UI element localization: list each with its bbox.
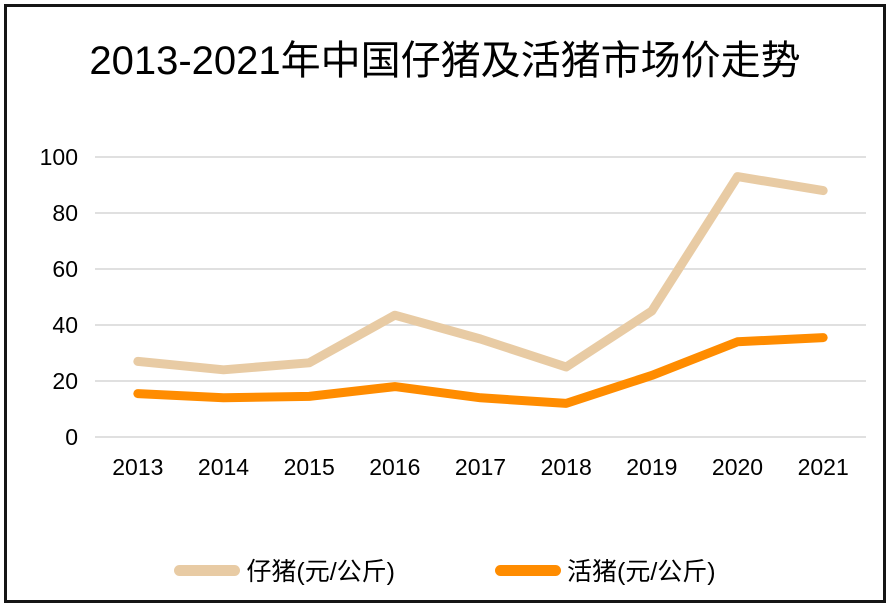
livepig-series-swatch-icon — [495, 564, 561, 576]
series-line-1 — [133, 333, 828, 408]
x-axis-tick-label: 2018 — [541, 454, 592, 480]
legend-item-livepig: 活猪(元/公斤) — [495, 552, 716, 588]
x-axis-tick-label: 2020 — [712, 454, 763, 480]
x-axis-tick-label: 2021 — [798, 454, 849, 480]
y-axis-tick-label: 20 — [52, 368, 78, 394]
series-line-0 — [133, 172, 828, 375]
x-axis-tick-label: 2017 — [455, 454, 506, 480]
y-axis-tick-label: 0 — [65, 424, 78, 450]
y-axis-tick-label: 40 — [52, 312, 78, 338]
y-axis-tick-label: 80 — [52, 200, 78, 226]
y-axis-tick-label: 100 — [40, 144, 78, 170]
chart-title: 2013-2021年中国仔猪及活猪市场价走势 — [89, 39, 801, 83]
livepig-series-label: 活猪(元/公斤) — [567, 558, 716, 586]
chart-legend: 仔猪(元/公斤) 活猪(元/公斤) — [0, 548, 890, 592]
x-axis-tick-label: 2013 — [112, 454, 163, 480]
piglet-series-label: 仔猪(元/公斤) — [246, 558, 395, 586]
x-axis-tick-label: 2015 — [284, 454, 335, 480]
x-axis-tick-label: 2016 — [369, 454, 420, 480]
piglet-series-swatch-icon — [174, 564, 241, 576]
x-axis-tick-label: 2014 — [198, 454, 249, 480]
x-axis-tick-label: 2019 — [626, 454, 677, 480]
y-axis-tick-label: 60 — [52, 256, 78, 282]
legend-item-piglet: 仔猪(元/公斤) — [174, 552, 395, 588]
